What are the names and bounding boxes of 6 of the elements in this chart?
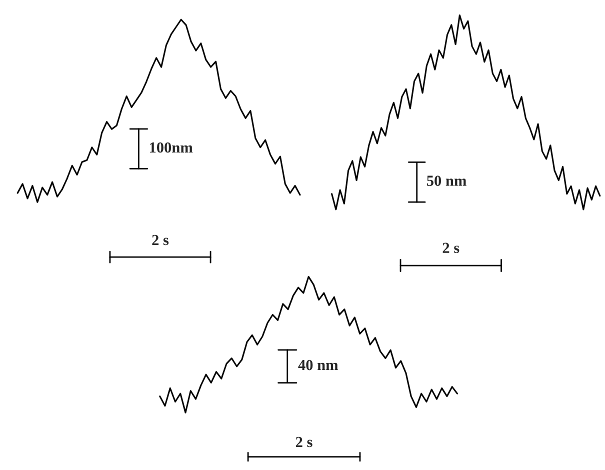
annotation: 40 nm	[298, 360, 338, 370]
annotation: 100nm	[150, 142, 193, 153]
text: 2 s	[296, 436, 312, 448]
text: 2 s	[442, 242, 460, 254]
text: 2 s	[152, 234, 169, 246]
annotation: 50 nm	[426, 176, 466, 186]
